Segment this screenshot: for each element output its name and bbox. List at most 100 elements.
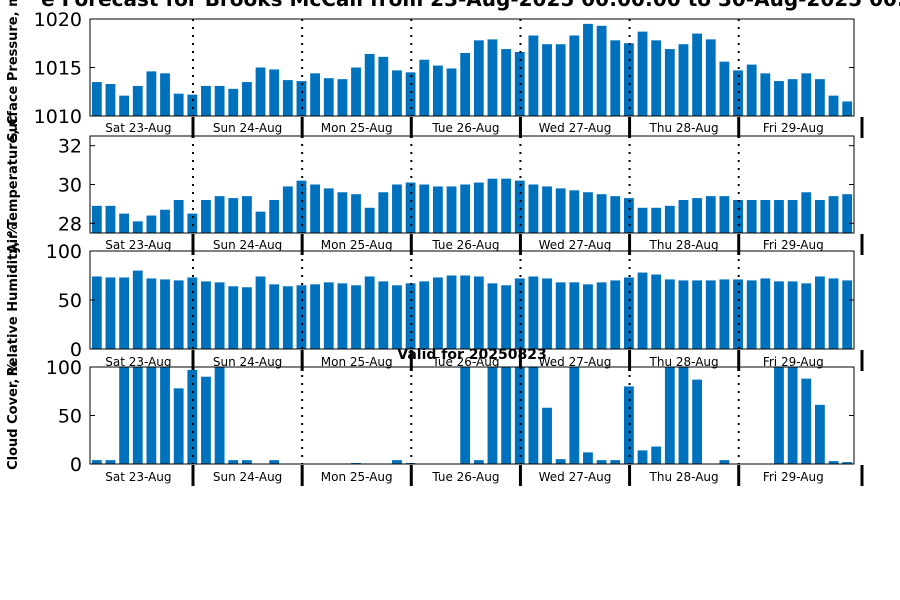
pressure-bar-52 [801, 73, 812, 116]
pressure-bar-35 [569, 35, 580, 116]
humidity-bar-3 [132, 270, 143, 349]
temperature-bar-22 [392, 184, 402, 233]
pressure-bar-38 [610, 40, 621, 117]
pressure-day-label-4: Wed 27-Aug [539, 121, 612, 135]
pressure-bar-9 [214, 85, 225, 116]
cloud-bar-42 [664, 367, 675, 464]
humidity-bar-55 [842, 280, 853, 349]
cloud-bar-36 [583, 452, 593, 464]
pressure-bar-46 [719, 61, 730, 116]
cloud-bar-11 [241, 460, 252, 464]
temperature-bar-35 [569, 190, 580, 233]
pressure-bar-32 [528, 35, 539, 116]
temperature-bar-25 [432, 186, 443, 233]
temperature-bar-15 [296, 180, 307, 233]
temperature-bar-34 [555, 188, 566, 233]
surface-pressure-panel: 1010 1015 1020 Sat 23-Aug Sun 24-Aug Mon 25-A… [6, 0, 864, 142]
cloud-bar-34 [555, 459, 566, 464]
pressure-bar-26 [446, 68, 457, 116]
cloud-day-label-3: Tue 26-Aug [431, 470, 499, 484]
humidity-bar-54 [828, 278, 839, 349]
temperature-day-label-1: Sun 24-Aug [213, 238, 282, 252]
humidity-bar-48 [746, 280, 757, 349]
pressure-bar-7 [187, 94, 198, 116]
pressure-bar-11 [241, 82, 252, 116]
cloud-bar-55 [842, 462, 853, 464]
humidity-bar-9 [214, 282, 225, 349]
air-temperature-panel: 28 30 32 Sat 23-Aug Sun 24-Aug Mon 25-Aug Tue … [6, 116, 864, 255]
humidity-bar-45 [705, 280, 716, 349]
humidity-bar-27 [460, 275, 471, 349]
temperature-bar-2 [119, 213, 130, 233]
humidity-ytick-label-0: 0 [70, 339, 82, 361]
temperature-bar-14 [282, 186, 293, 233]
humidity-bar-53 [814, 276, 825, 349]
pressure-bar-49 [760, 73, 771, 116]
temperature-bar-30 [501, 178, 512, 233]
pressure-bar-10 [228, 88, 239, 116]
temperature-bar-28 [473, 182, 484, 233]
temperature-bar-37 [596, 194, 607, 233]
pressure-bar-29 [487, 39, 498, 117]
relative-humidity-panel: 0 50 100 Sat 23-Aug Sun 24-Aug Mon 25-Aug Tue … [6, 224, 864, 376]
pressure-bar-42 [664, 49, 675, 116]
humidity-bar-28 [473, 276, 484, 349]
temperature-bar-38 [610, 196, 621, 233]
temperature-bar-41 [651, 207, 662, 233]
pressure-bar-14 [282, 80, 293, 116]
humidity-day-label-6: Fri 29-Aug [763, 355, 824, 369]
pressure-bar-4 [146, 71, 157, 116]
cloud-ytick-label-1: 50 [58, 406, 82, 428]
temperature-bar-8 [201, 200, 211, 233]
pressure-bar-1 [105, 83, 116, 116]
cloud-bar-32 [528, 367, 539, 464]
temperature-bar-45 [705, 196, 716, 233]
pressure-bar-20 [364, 53, 375, 116]
cloud-bar-54 [828, 461, 839, 464]
cloud-bar-4 [146, 367, 157, 464]
cloud-ytick-label-2: 100 [46, 357, 82, 379]
pressure-bar-54 [828, 95, 839, 116]
temperature-bar-13 [269, 200, 280, 233]
cloud-bar-53 [814, 404, 825, 464]
cloud-bar-9 [214, 367, 225, 464]
humidity-bar-22 [392, 285, 402, 349]
cloud-bar-29 [487, 367, 498, 464]
humidity-bar-13 [269, 284, 280, 349]
pressure-bar-45 [705, 39, 716, 117]
temperature-bar-39 [623, 198, 634, 233]
temperature-bar-12 [255, 211, 266, 233]
humidity-bar-11 [241, 287, 252, 349]
temperature-day-label-5: Thu 28-Aug [649, 238, 719, 252]
temperature-bar-29 [487, 178, 498, 233]
humidity-bar-47 [733, 279, 743, 349]
pressure-bar-16 [310, 73, 321, 116]
cloud-bar-37 [596, 460, 607, 464]
temperature-ytick-label-2: 32 [58, 136, 82, 158]
humidity-bar-17 [323, 282, 334, 349]
temperature-day-label-0: Sat 23-Aug [105, 238, 171, 252]
humidity-bar-33 [542, 278, 552, 349]
humidity-bar-15 [296, 285, 307, 349]
pressure-bar-22 [392, 70, 402, 116]
temperature-ylabel: Air Temperature, C [6, 116, 21, 254]
pressure-ylabel: Surface Pressure, m [6, 0, 21, 142]
pressure-bar-47 [733, 70, 743, 116]
pressure-bar-28 [473, 40, 484, 117]
cloud-bar-3 [132, 367, 143, 464]
pressure-bar-44 [692, 33, 703, 116]
temperature-bar-33 [542, 186, 552, 233]
humidity-bar-36 [583, 284, 593, 349]
humidity-day-label-5: Thu 28-Aug [649, 355, 719, 369]
pressure-day-label-6: Fri 29-Aug [763, 121, 824, 135]
temperature-bar-10 [228, 198, 239, 233]
cloud-ylabel: Cloud Cover, % [6, 361, 21, 470]
temperature-bar-3 [132, 221, 143, 233]
pressure-bar-25 [432, 65, 443, 116]
cloud-ytick-label-0: 0 [70, 454, 82, 476]
humidity-bar-49 [760, 278, 771, 349]
temperature-bar-44 [692, 198, 703, 233]
humidity-bar-20 [364, 276, 375, 349]
pressure-bar-34 [555, 44, 566, 116]
